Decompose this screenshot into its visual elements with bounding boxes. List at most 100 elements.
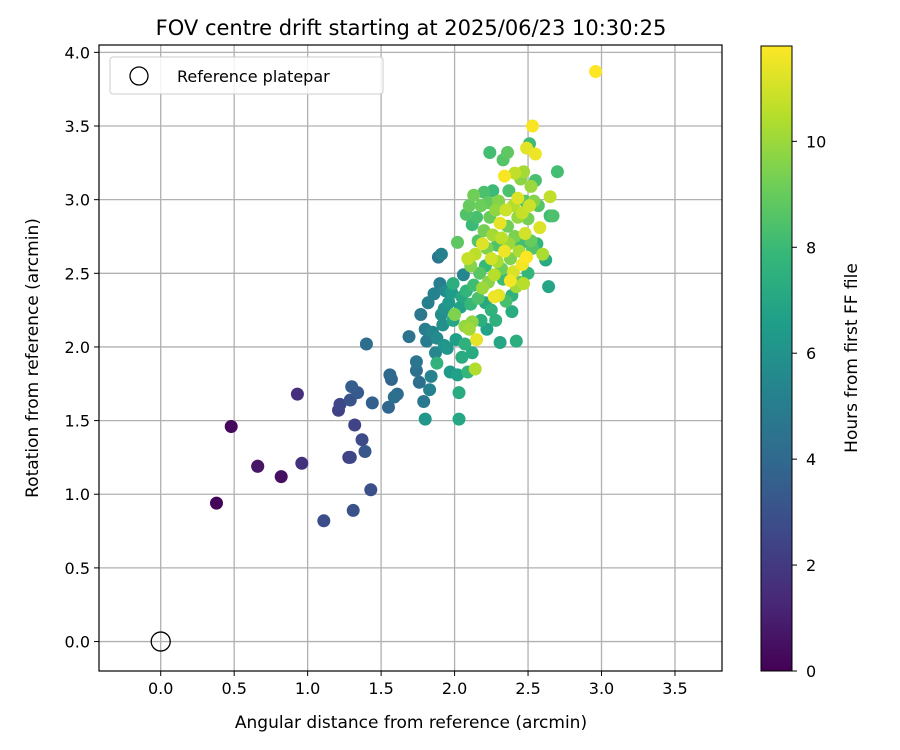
colorbar-tick-label: 0 <box>806 662 816 681</box>
legend: Reference platepar <box>109 56 384 95</box>
scatter-point <box>518 227 532 240</box>
scatter-point <box>455 350 469 364</box>
scatter-point <box>456 268 470 282</box>
y-tick-label: 3.0 <box>65 191 90 210</box>
x-tick-label: 0.0 <box>148 679 173 698</box>
colorbar-label: Hours from first FF file <box>842 263 862 453</box>
scatter-point <box>414 308 428 321</box>
scatter-point <box>451 235 464 249</box>
scatter-point <box>503 274 517 288</box>
x-tick-label: 1.5 <box>368 679 393 698</box>
scatter-point <box>487 268 501 282</box>
scatter-point <box>382 400 395 414</box>
y-axis: 0.0 0.5 1.0 1.5 2.0 2.5 3.0 3.5 4.0 <box>65 43 99 652</box>
scatter-point <box>536 247 550 261</box>
scatter-point <box>517 277 531 291</box>
x-axis: 0.0 0.5 1.0 1.5 2.0 2.5 3.0 3.5 <box>148 671 688 698</box>
scatter-point <box>409 355 423 369</box>
colorbar: 0 2 4 6 8 10 Hours from first FF file <box>760 45 862 681</box>
scatter-point <box>417 395 431 408</box>
scatter-point <box>458 337 472 351</box>
scatter-points <box>210 65 603 528</box>
scatter-point <box>511 191 525 205</box>
scatter-point <box>524 179 538 193</box>
scatter-point <box>317 514 331 528</box>
scatter-point <box>359 337 373 351</box>
legend-entry-reference: Reference platepar <box>177 67 330 86</box>
scatter-point <box>489 203 503 217</box>
scatter-point <box>546 209 560 223</box>
scatter-point <box>290 387 304 401</box>
legend-marker-reference-icon <box>129 66 149 86</box>
scatter-point <box>483 146 497 159</box>
scatter-point <box>543 190 557 204</box>
scatter-point <box>365 396 379 410</box>
scatter-point <box>465 346 479 360</box>
scatter-point <box>502 184 516 198</box>
scatter-point <box>430 356 444 370</box>
scatter-point <box>487 290 501 304</box>
scatter-point <box>427 287 441 301</box>
scatter-point <box>412 375 426 389</box>
scatter-point <box>493 216 507 230</box>
scatter-point <box>533 221 547 235</box>
y-tick-label: 0.0 <box>65 633 90 652</box>
scatter-point <box>440 341 454 355</box>
scatter-point <box>448 308 462 321</box>
scatter-point <box>442 296 456 310</box>
y-tick-label: 1.0 <box>65 485 90 504</box>
scatter-point <box>358 445 372 458</box>
scatter-point <box>355 433 369 447</box>
scatter-point <box>495 231 509 245</box>
scatter-point <box>346 503 360 517</box>
x-tick-label: 1.0 <box>295 679 320 698</box>
scatter-point <box>402 330 416 344</box>
scatter-point <box>501 146 514 159</box>
scatter-point <box>474 199 488 213</box>
scatter-point <box>589 65 603 78</box>
scatter-point <box>424 369 438 383</box>
scatter-point <box>470 333 484 347</box>
scatter-point <box>446 277 460 291</box>
scatter-point <box>476 281 489 295</box>
scatter-point <box>418 412 432 426</box>
scatter-point <box>498 169 511 183</box>
scatter-point <box>274 470 288 484</box>
scatter-point <box>387 390 401 404</box>
scatter-point <box>520 250 534 264</box>
scatter-point <box>550 165 564 179</box>
scatter-point <box>436 318 450 332</box>
scatter-point <box>476 237 489 251</box>
scatter-point <box>423 383 437 397</box>
y-tick-label: 3.5 <box>65 117 90 136</box>
x-axis-label: Angular distance from reference (arcmin) <box>235 713 587 733</box>
reference-platepar-marker <box>150 631 171 652</box>
scatter-point <box>477 185 491 199</box>
scatter-point <box>295 456 309 470</box>
scatter-point <box>452 386 466 400</box>
scatter-point <box>461 252 475 266</box>
scatter-point <box>333 397 347 411</box>
x-tick-label: 3.5 <box>662 679 687 698</box>
scatter-point <box>508 166 522 180</box>
scatter-point <box>498 244 511 258</box>
scatter-point <box>484 303 498 317</box>
scatter-point <box>468 362 482 376</box>
scatter-point <box>542 280 556 294</box>
scatter-point <box>224 420 238 433</box>
scatter-point <box>499 203 513 217</box>
scatter-point <box>505 305 519 319</box>
scatter-point <box>523 199 536 213</box>
x-tick-label: 2.5 <box>515 679 540 698</box>
scatter-point <box>489 313 503 327</box>
scatter-point <box>452 412 466 426</box>
scatter-point <box>348 418 362 432</box>
y-tick-label: 2.5 <box>65 264 90 283</box>
x-tick-label: 0.5 <box>221 679 246 698</box>
colorbar-ticks: 0 2 4 6 8 10 <box>792 132 826 681</box>
y-tick-label: 2.0 <box>65 338 90 357</box>
y-tick-label: 0.5 <box>65 559 90 578</box>
scatter-point <box>251 459 265 473</box>
legend-box <box>109 56 384 95</box>
